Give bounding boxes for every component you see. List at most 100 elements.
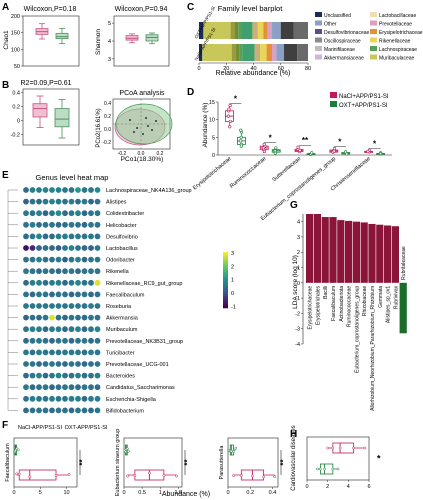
heat-cell — [30, 315, 36, 321]
family-bar-segment — [276, 44, 284, 61]
family-bar-segment — [272, 22, 281, 39]
heat-cell — [82, 350, 88, 356]
heat-cell — [95, 187, 101, 193]
heat-cell — [62, 303, 68, 309]
heat-scale-step — [223, 276, 228, 278]
heat-cell — [30, 303, 36, 309]
family-bar-segment — [297, 44, 308, 61]
heat-scale-step — [223, 274, 228, 276]
heat-genus-label: Prevotellaceae_NK3B31_group — [106, 339, 183, 345]
heat-cell — [62, 199, 68, 205]
h-sig-label: * — [377, 454, 381, 464]
heat-genus-label: Bacteroides — [106, 374, 135, 380]
heat-cell — [82, 361, 88, 367]
heat-cell — [75, 268, 81, 274]
heat-cell — [62, 408, 68, 414]
heat-cell — [82, 234, 88, 240]
f-nacl-box — [19, 470, 56, 480]
heat-scale-step — [223, 292, 228, 294]
f-nacl-point — [18, 473, 20, 475]
f-oxt-point — [235, 447, 237, 449]
family-bar-segment — [284, 44, 297, 61]
pcoa-point — [129, 119, 131, 121]
heat-cell — [69, 292, 75, 298]
family-bar-segment — [272, 44, 276, 61]
family-legend-swatch — [370, 46, 377, 51]
lefse-barplot: LDA score (log 10) 43210-1-2-3-4Erysipel… — [292, 214, 407, 411]
heat-cell — [49, 350, 55, 356]
heat-cell — [30, 326, 36, 332]
shannon-tick-label: 3 — [108, 57, 111, 63]
heat-cell — [82, 292, 88, 298]
heat-scale-step — [223, 268, 228, 270]
heat-cell — [36, 361, 42, 367]
shannon-tick-label: 4 — [108, 39, 111, 45]
pcoa-title: PCoA analysis — [119, 90, 165, 97]
lda-bar-label: Rubrivivax — [393, 285, 399, 309]
heat-cell — [49, 210, 55, 216]
heat-cell — [88, 280, 94, 286]
dot-taxon-label: Eubacterium_coprostanoligenes_group — [260, 156, 337, 222]
heat-scale-step — [223, 302, 228, 304]
heat-cell — [82, 257, 88, 263]
heat-cell — [75, 350, 81, 356]
lda-bar-label: Bacilli — [323, 286, 329, 299]
heat-cell — [75, 396, 81, 402]
heat-genus-label: Rikenella — [106, 269, 130, 275]
heat-cell — [43, 326, 49, 332]
heat-cell — [56, 210, 62, 216]
heat-scale-step — [223, 298, 228, 300]
heat-cell — [88, 234, 94, 240]
heat-cell — [43, 338, 49, 344]
heat-cell — [75, 199, 81, 205]
family-legend-label: Lactobacillaceae — [379, 13, 416, 19]
heat-cell — [36, 338, 42, 344]
heat-cell — [95, 199, 101, 205]
dot-taxon-label: Erysipelotrichaceae — [192, 156, 233, 191]
pcoa-point — [155, 120, 157, 122]
h-oxt-point — [323, 468, 325, 470]
heat-genus-label: Roseburia — [106, 304, 132, 310]
chao1-title: Wilcoxon,P=0.18 — [24, 6, 77, 13]
family-legend-label: Erysipelotrichaceae — [379, 30, 423, 36]
heat-cell — [49, 408, 55, 414]
family-legend-swatch — [315, 21, 322, 26]
family-legend-label: Oscillospiraceae — [324, 39, 361, 45]
f-taxon-label: Eubacterium siraeum group — [115, 429, 121, 497]
lda-bar — [368, 224, 375, 283]
heat-cell — [75, 361, 81, 367]
f-xlabel: Abundance (%) — [162, 491, 210, 498]
f-oxt-point — [17, 449, 19, 451]
dot-oxt-point — [274, 152, 277, 155]
heat-cell — [49, 338, 55, 344]
beta-nacl-box — [33, 104, 47, 117]
h-nacl-point — [332, 447, 334, 449]
heat-cell — [82, 222, 88, 228]
heat-cell — [82, 396, 88, 402]
heat-cell — [82, 326, 88, 332]
heat-cell — [43, 210, 49, 216]
heat-cell — [88, 268, 94, 274]
f-taxon-label: Faecalibaculum — [5, 443, 11, 482]
panel-label-d: D — [187, 87, 194, 98]
heat-genus-label: Desulfovibrio — [106, 234, 138, 240]
heat-cell — [36, 373, 42, 379]
f-xtick-label: 0.2 — [246, 490, 254, 496]
heat-genus-label: Faecalibaculum — [106, 292, 145, 298]
heat-cell — [43, 222, 49, 228]
family-legend-label: Akkermansiaceae — [324, 56, 364, 62]
heat-genus-label: Muribaculum — [106, 327, 138, 333]
heat-cell — [62, 350, 68, 356]
heat-cell — [62, 245, 68, 251]
chao1-tick-label: 50 — [14, 64, 20, 70]
f-nacl-point — [163, 475, 165, 477]
f-oxt-point — [126, 447, 128, 449]
dot-nacl-point — [333, 147, 336, 150]
heat-cell — [95, 350, 101, 356]
lda-bar-label: Erysipelotrichales — [315, 285, 321, 325]
heat-cell — [88, 396, 94, 402]
lda-tick-label: 2 — [297, 250, 300, 256]
family-xtick-label: 20 — [223, 66, 229, 72]
lda-bar-label: Allorhizobium_Neorhizobium_Pararhizobium… — [370, 286, 376, 411]
lda-bar — [337, 220, 344, 283]
